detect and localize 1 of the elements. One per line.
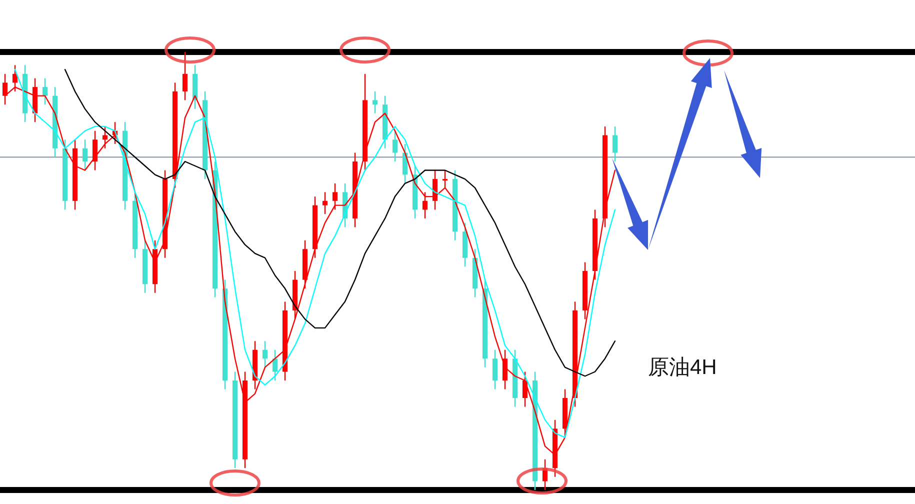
text: 原油4H xyxy=(648,356,717,379)
